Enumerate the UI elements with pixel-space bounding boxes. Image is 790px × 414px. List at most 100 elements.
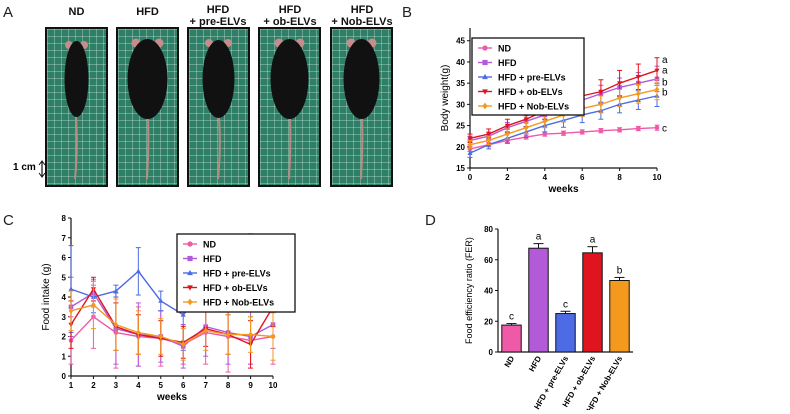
y-tick-label: 15 — [456, 164, 465, 173]
legend-marker — [187, 241, 193, 247]
legend-label: HFD + ob-ELVs — [203, 283, 268, 293]
x-tick-label: 7 — [203, 381, 208, 390]
mouse-photo-hfd — [116, 27, 179, 187]
point-hfd-nob-elvs — [523, 124, 529, 131]
point-hfd-pre-elvs — [180, 312, 186, 317]
point-hfd-ob-elvs — [654, 68, 660, 74]
legend-label: ND — [203, 240, 216, 250]
significance-letter: b — [617, 265, 623, 276]
point-hfd-ob-elvs — [635, 74, 641, 80]
bar — [582, 252, 603, 353]
bar — [501, 324, 522, 353]
point-nd — [598, 128, 604, 133]
legend-marker — [187, 255, 193, 262]
point-hfd-pre-elvs — [113, 288, 119, 293]
scale-bar-arrow — [38, 160, 46, 178]
group-title-nob: HFD + Nob-ELVs — [331, 4, 393, 28]
mouse-photo-ob — [258, 27, 321, 187]
y-tick-label: 2 — [62, 333, 67, 342]
point-hfd-ob-elvs — [617, 81, 623, 86]
legend-label: HFD + Nob-ELVs — [203, 298, 274, 308]
x-tick-label: 2 — [505, 173, 510, 182]
legend-label: HFD + ob-ELVs — [498, 87, 563, 97]
x-axis-label: weeks — [547, 184, 578, 195]
y-tick-label: 4 — [62, 293, 67, 302]
legend-label: HFD + Nob-ELVs — [498, 102, 569, 112]
significance-letter: c — [563, 299, 568, 310]
mouse-photo-nob — [330, 27, 393, 187]
x-tick-label: 4 — [543, 173, 548, 182]
series-line-hfd-nob-elvs — [70, 304, 274, 346]
point-nd — [561, 130, 566, 136]
legend-label: HFD — [498, 58, 517, 68]
point-nd — [542, 131, 548, 137]
x-tick-label: 8 — [617, 173, 622, 182]
point-hfd-pre-elvs — [467, 150, 473, 155]
group-title-pre: HFD + pre-ELVs — [189, 4, 247, 28]
x-tick-label: 9 — [248, 381, 253, 390]
x-tick-label: 2 — [91, 381, 96, 390]
point-hfd-ob-elvs — [598, 89, 604, 95]
group-title-ob: HFD + ob-ELVs — [263, 4, 317, 28]
point-hfd-ob-elvs — [523, 117, 529, 122]
legend-marker — [187, 269, 193, 276]
point-hfd-pre-elvs — [158, 298, 164, 303]
panel-letter-d: D — [425, 212, 436, 229]
significance-letter: a — [536, 232, 542, 243]
point-hfd-nob-elvs — [270, 333, 276, 340]
y-tick-label: 1 — [62, 352, 67, 361]
legend-label: ND — [498, 44, 511, 54]
category-label: HFD — [527, 354, 543, 373]
y-axis-label: Body weight(g) — [440, 65, 451, 132]
scale-label: 1 cm — [13, 162, 36, 173]
mouse-silhouette-ob — [270, 38, 309, 180]
x-tick-label: 8 — [226, 381, 231, 390]
significance-letter: a — [590, 235, 596, 246]
point-hfd-pre-elvs — [135, 268, 141, 274]
y-tick-label: 20 — [456, 143, 465, 152]
point-nd — [636, 126, 641, 131]
point-nd — [579, 129, 585, 135]
legend-marker — [187, 298, 193, 306]
legend-marker — [482, 102, 488, 110]
panel-letter-c: C — [3, 212, 14, 229]
y-tick-label: 7 — [62, 234, 67, 243]
y-tick-label: 0 — [489, 348, 494, 357]
category-label: ND — [503, 354, 517, 369]
x-tick-label: 6 — [181, 381, 186, 390]
legend-label: HFD — [203, 254, 222, 264]
y-axis-label: Food efficiency ratio (FER) — [464, 237, 474, 344]
group-title-nd: ND — [68, 6, 85, 18]
y-axis-label: Food intake (g) — [41, 263, 52, 330]
x-axis-label: weeks — [156, 392, 187, 403]
significance-letter: a — [662, 55, 668, 66]
legend-marker — [482, 45, 488, 51]
point-hfd-nob-elvs — [542, 118, 548, 125]
fer-bar-chart: 0 20 40 60 80 Food efficiency ratio (FER) c ND a… — [464, 225, 633, 410]
legend-marker — [482, 73, 488, 80]
significance-letter: a — [662, 65, 668, 76]
y-tick-label: 40 — [484, 287, 493, 296]
y-tick-label: 80 — [484, 225, 493, 234]
legend-marker — [482, 89, 488, 95]
point-hfd-nob-elvs — [636, 90, 641, 97]
x-tick-label: 0 — [468, 173, 473, 182]
point-hfd-nob-elvs — [180, 341, 186, 348]
panel-letter-a: A — [3, 4, 14, 21]
x-tick-label: 1 — [69, 381, 74, 390]
significance-letter: b — [662, 77, 668, 88]
y-tick-label: 6 — [62, 254, 67, 263]
mouse-silhouette-nd — [64, 41, 89, 180]
point-hfd-ob-elvs — [486, 132, 492, 137]
bar — [609, 280, 630, 353]
significance-letter: b — [662, 87, 668, 98]
x-tick-label: 5 — [159, 381, 164, 390]
point-hfd-ob-elvs — [467, 136, 473, 142]
mouse-silhouette-hfd — [127, 38, 168, 180]
y-tick-label: 60 — [484, 256, 493, 265]
y-tick-label: 8 — [62, 214, 67, 223]
y-tick-label: 25 — [456, 122, 465, 131]
x-tick-label: 10 — [269, 381, 278, 390]
significance-letter: c — [662, 124, 667, 135]
